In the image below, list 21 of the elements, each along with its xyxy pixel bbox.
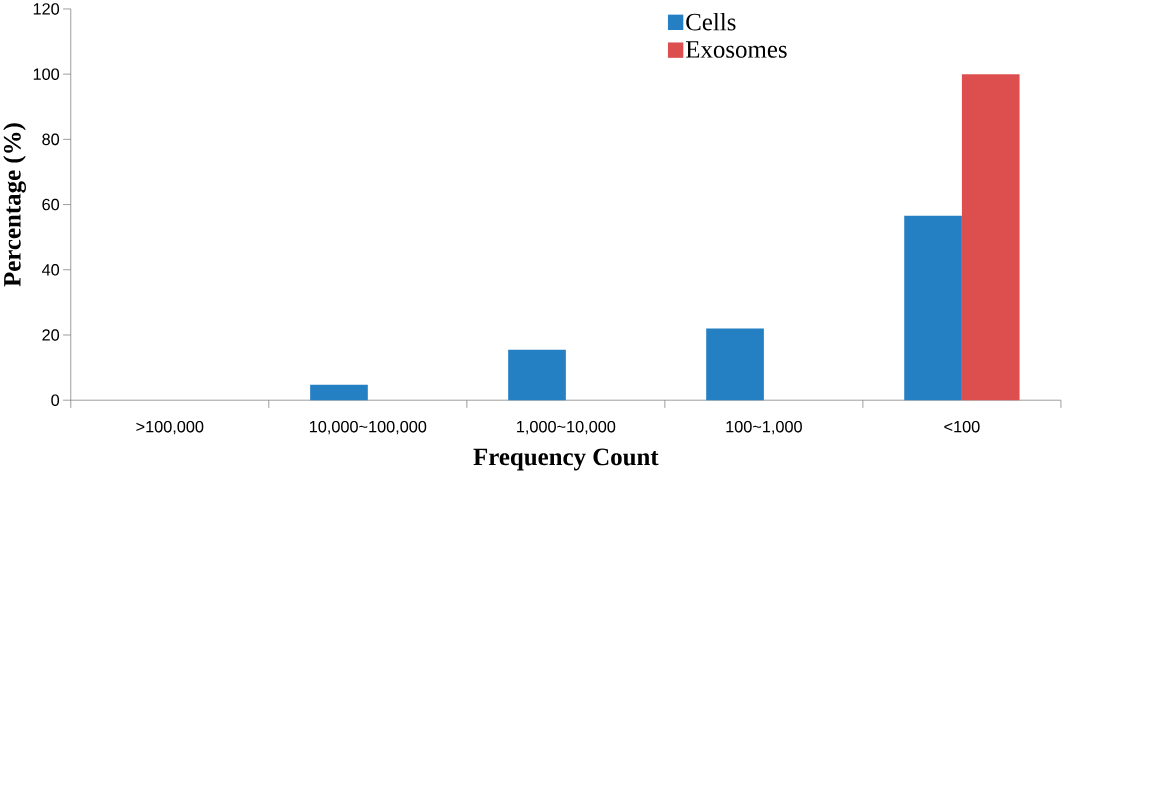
y-tick-label: 0 (51, 394, 60, 406)
bar (961, 73, 1020, 400)
bar (310, 384, 368, 400)
x-tick-label: 100~1,000 (726, 420, 802, 435)
bar (706, 328, 764, 400)
y-tick-label: 100 (33, 68, 60, 80)
bar (904, 215, 962, 400)
x-axis-title: Frequency Count (473, 448, 659, 471)
y-axis-title: Percentage (%) (3, 123, 26, 287)
y-tick-label: 40 (41, 263, 60, 276)
legend-label: Cells (686, 12, 736, 31)
y-tick-label: 20 (42, 328, 60, 341)
y-tick-label: 80 (42, 133, 60, 145)
x-tick-label: 10,000~100,000 (309, 420, 427, 435)
x-tick-label: >100,000 (136, 420, 204, 435)
bar (508, 349, 566, 400)
x-tick-label: <100 (944, 420, 980, 433)
legend-label: Exosomes (685, 41, 787, 58)
x-tick-label: 1,000~10,000 (517, 420, 616, 435)
y-tick-label: 120 (33, 2, 60, 15)
y-tick-label: 60 (42, 198, 60, 211)
